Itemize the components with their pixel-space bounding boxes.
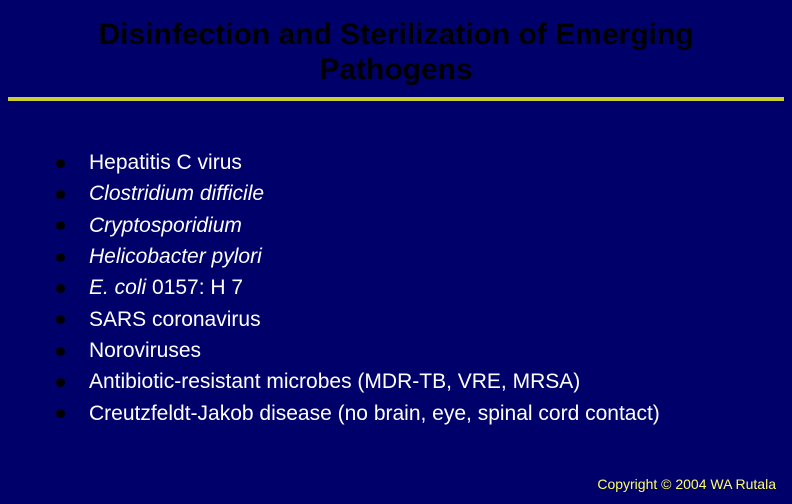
list-item: SARS coronavirus [48,306,744,334]
bullet-text: Cryptosporidium [89,212,242,240]
bullet-icon [56,315,65,324]
bullet-text: Antibiotic-resistant microbes (MDR-TB, V… [89,368,580,396]
bullet-icon [56,159,65,168]
bullet-text: SARS coronavirus [89,306,261,334]
list-item: Helicobacter pylori [48,243,744,271]
bullet-list: Hepatitis C virus Clostridium difficile Cr… [48,149,744,428]
bullet-text: E. coli 0157: H 7 [89,274,243,302]
bullet-icon [56,190,65,199]
list-item: Creutzfeldt-Jakob disease (no brain, eye… [48,400,744,428]
bullet-icon [56,409,65,418]
bullet-text: Helicobacter pylori [89,243,262,271]
bullet-icon [56,221,65,230]
copyright-text: Copyright © 2004 WA Rutala [597,476,776,492]
bullet-text: Creutzfeldt-Jakob disease (no brain, eye… [89,400,660,428]
slide: Disinfection and Sterilization of Emergi… [0,0,792,504]
bullet-text: Noroviruses [89,337,201,365]
content-area: Hepatitis C virus Clostridium difficile Cr… [0,101,792,428]
list-item: Antibiotic-resistant microbes (MDR-TB, V… [48,368,744,396]
title-area: Disinfection and Sterilization of Emergi… [0,0,792,97]
bullet-icon [56,253,65,262]
slide-title: Disinfection and Sterilization of Emergi… [40,18,752,87]
bullet-text: Hepatitis C virus [89,149,242,177]
bullet-text: Clostridium difficile [89,180,264,208]
list-item: Clostridium difficile [48,180,744,208]
bullet-icon [56,347,65,356]
list-item: Noroviruses [48,337,744,365]
list-item: Cryptosporidium [48,212,744,240]
list-item: E. coli 0157: H 7 [48,274,744,302]
bullet-icon [56,284,65,293]
bullet-icon [56,378,65,387]
list-item: Hepatitis C virus [48,149,744,177]
